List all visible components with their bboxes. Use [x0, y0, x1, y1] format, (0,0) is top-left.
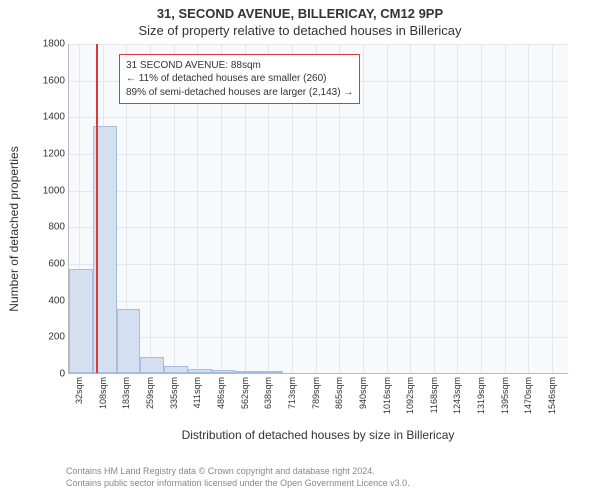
histogram-bar	[235, 371, 259, 373]
gridline-v	[552, 44, 553, 373]
gridline-h	[69, 264, 568, 265]
y-tick-label: 1600	[43, 75, 65, 86]
y-tick-label: 600	[48, 259, 65, 270]
y-tick-label: 1800	[43, 39, 65, 50]
gridline-v	[410, 44, 411, 373]
footer: Contains HM Land Registry data © Crown c…	[66, 466, 410, 489]
y-tick-label: 0	[59, 369, 65, 380]
annotation-line3: 89% of semi-detached houses are larger (…	[126, 86, 353, 100]
x-tick-label: 32sqm	[74, 377, 84, 404]
plot-area: 02004006008001000120014001600180032sqm10…	[68, 44, 568, 374]
gridline-h	[69, 227, 568, 228]
x-tick-label: 1168sqm	[429, 377, 439, 413]
x-tick-label: 1395sqm	[500, 377, 510, 414]
x-tick-label: 1546sqm	[547, 377, 557, 414]
x-tick-label: 789sqm	[311, 377, 321, 409]
x-tick-label: 259sqm	[145, 377, 155, 409]
reference-line	[96, 44, 98, 373]
footer-line2: Contains public sector information licen…	[66, 478, 410, 490]
y-tick-label: 1000	[43, 185, 65, 196]
gridline-h	[69, 154, 568, 155]
page-title-line1: 31, SECOND AVENUE, BILLERICAY, CM12 9PP	[0, 0, 600, 21]
x-tick-label: 486sqm	[216, 377, 226, 409]
y-axis-label: Number of detached properties	[6, 44, 22, 414]
histogram-bar	[188, 369, 212, 373]
x-tick-label: 940sqm	[358, 377, 368, 409]
x-tick-label: 865sqm	[334, 377, 344, 409]
x-tick-label: 638sqm	[263, 377, 273, 409]
y-tick-label: 400	[48, 295, 65, 306]
histogram-bar	[69, 269, 93, 374]
x-tick-label: 1016sqm	[382, 377, 392, 414]
x-tick-label: 713sqm	[287, 377, 297, 409]
gridline-v	[387, 44, 388, 373]
gridline-h	[69, 337, 568, 338]
x-tick-label: 411sqm	[192, 377, 202, 408]
gridline-h	[69, 301, 568, 302]
gridline-v	[528, 44, 529, 373]
y-tick-label: 1200	[43, 149, 65, 160]
gridline-v	[434, 44, 435, 373]
x-tick-label: 1243sqm	[452, 377, 462, 414]
footer-line1: Contains HM Land Registry data © Crown c…	[66, 466, 410, 478]
x-tick-label: 108sqm	[98, 377, 108, 409]
x-tick-label: 1319sqm	[476, 377, 486, 414]
gridline-h	[69, 191, 568, 192]
histogram-bar	[164, 366, 188, 373]
gridline-v	[481, 44, 482, 373]
gridline-v	[457, 44, 458, 373]
x-tick-label: 1092sqm	[405, 377, 415, 414]
gridline-h	[69, 44, 568, 45]
gridline-v	[363, 44, 364, 373]
histogram-bar	[117, 309, 141, 373]
annotation-box: 31 SECOND AVENUE: 88sqm ← 11% of detache…	[119, 54, 360, 105]
histogram-bar	[259, 371, 283, 373]
chart-container: Number of detached properties 0200400600…	[50, 44, 580, 414]
histogram-bar	[212, 370, 236, 373]
y-tick-label: 1400	[43, 112, 65, 123]
x-tick-label: 183sqm	[121, 377, 131, 409]
page-title-line2: Size of property relative to detached ho…	[0, 21, 600, 42]
histogram-bar	[140, 357, 164, 374]
x-axis-label: Distribution of detached houses by size …	[68, 428, 568, 442]
y-tick-label: 200	[48, 332, 65, 343]
x-tick-label: 562sqm	[240, 377, 250, 409]
annotation-line2: ← 11% of detached houses are smaller (26…	[126, 72, 353, 86]
gridline-v	[505, 44, 506, 373]
x-tick-label: 335sqm	[169, 377, 179, 409]
x-tick-label: 1470sqm	[523, 377, 533, 414]
y-tick-label: 800	[48, 222, 65, 233]
gridline-h	[69, 117, 568, 118]
annotation-line1: 31 SECOND AVENUE: 88sqm	[126, 59, 353, 73]
